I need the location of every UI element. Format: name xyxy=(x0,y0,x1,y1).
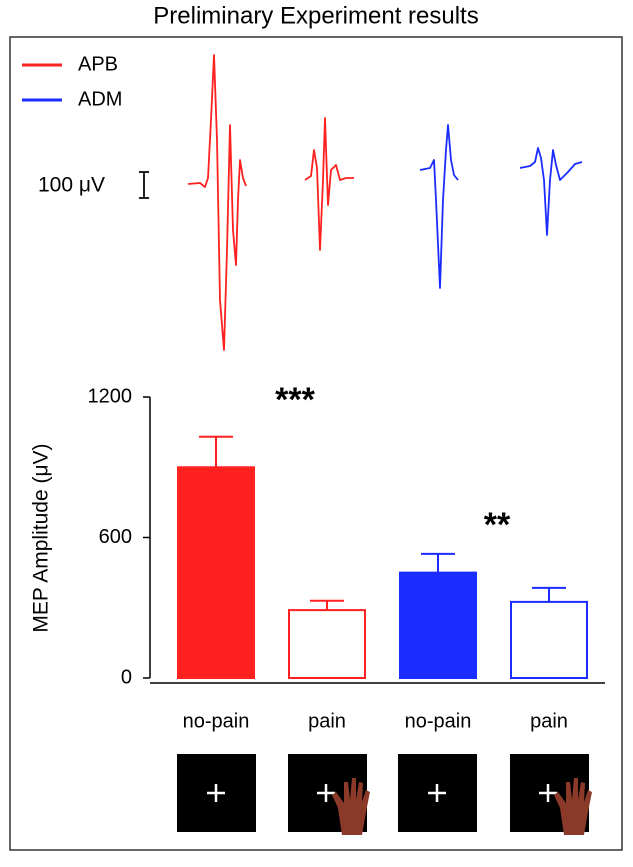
scale-bar xyxy=(139,171,149,199)
significance-label: *** xyxy=(275,381,315,419)
traces xyxy=(187,54,583,351)
stimuli xyxy=(177,754,592,835)
x-tick-label: no-pain xyxy=(405,710,472,732)
legend-label: ADM xyxy=(78,88,122,110)
bar xyxy=(177,466,255,679)
x-tick-label: no-pain xyxy=(183,710,250,732)
legend-label: APB xyxy=(78,53,118,75)
significance-label: ** xyxy=(484,506,511,544)
y-tick-label: 0 xyxy=(121,666,132,688)
x-tick-label: pain xyxy=(530,710,568,732)
y-tick-label: 600 xyxy=(99,526,132,548)
y-axis-label: MEP Amplitude (μV) xyxy=(30,443,53,632)
bar xyxy=(510,600,588,679)
bar xyxy=(399,571,477,679)
x-tick-label: pain xyxy=(308,710,346,732)
frame xyxy=(9,36,623,851)
y-tick-label: 1200 xyxy=(88,385,133,407)
scale-bar-label: 100 μV xyxy=(38,174,105,197)
bar xyxy=(288,609,366,680)
chart-title: Preliminary Experiment results xyxy=(153,2,478,29)
